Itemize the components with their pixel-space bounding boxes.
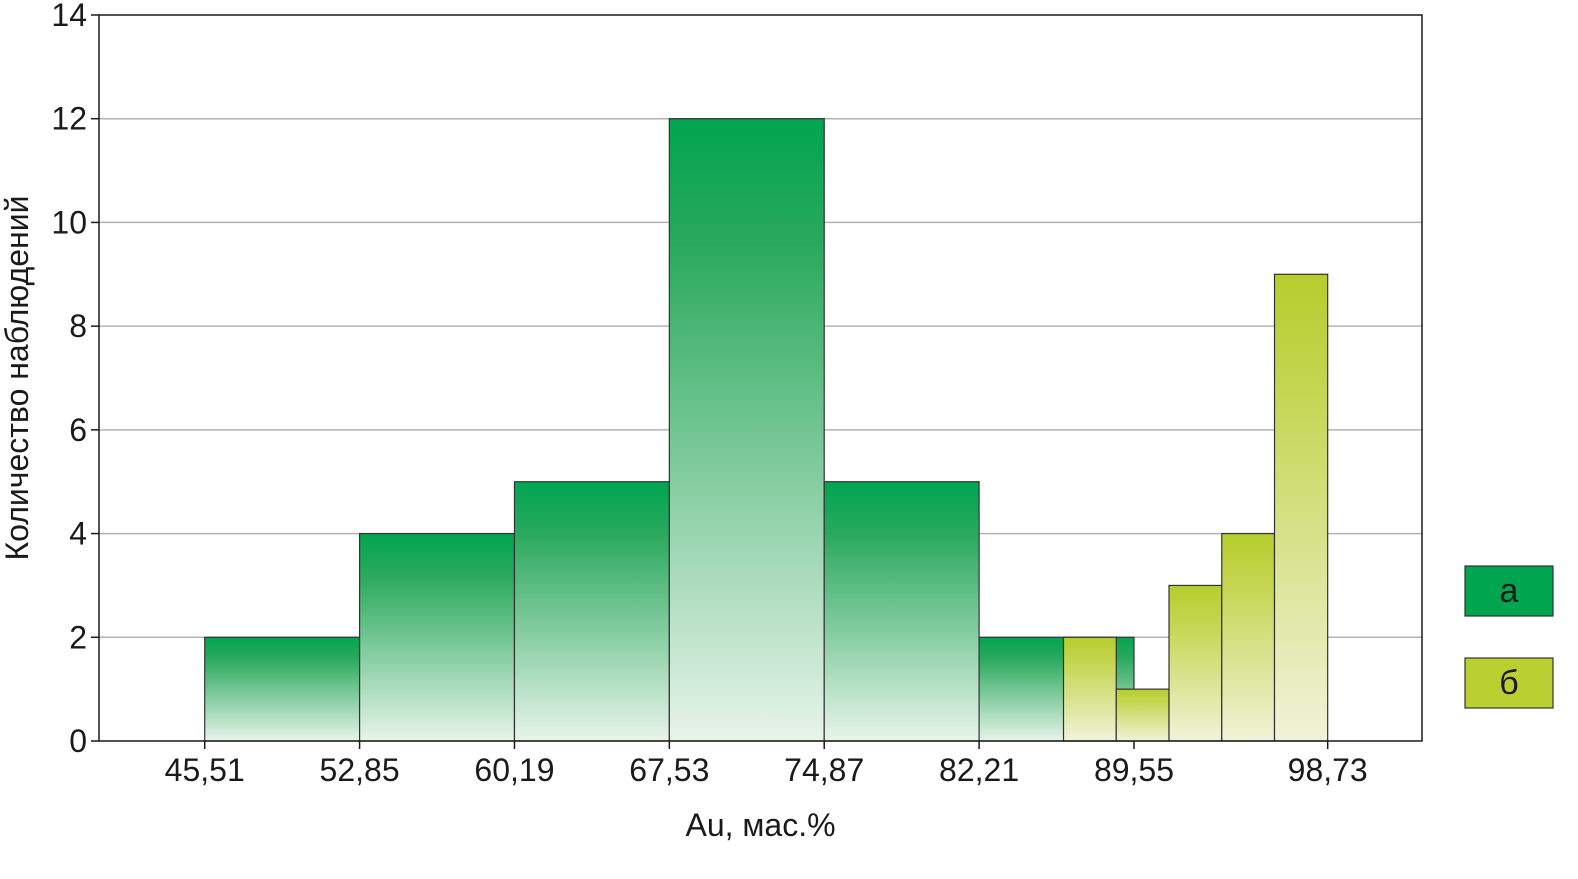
legend-label: а [1500, 572, 1519, 610]
histogram-bar [204, 636, 361, 742]
series-a-bars [204, 118, 1135, 742]
x-tick-label: 60,19 [474, 752, 554, 788]
x-axis-label: Au, мас.% [685, 807, 835, 843]
legend-swatch [1464, 657, 1554, 709]
histogram-bar [1168, 584, 1223, 742]
x-tick-label: 45,51 [165, 752, 245, 788]
histogram-bar [1221, 532, 1276, 742]
histogram-bar [1273, 273, 1329, 742]
y-tick-label: 2 [69, 619, 87, 655]
y-tick-label: 0 [69, 723, 87, 759]
y-tick-label: 8 [69, 308, 87, 344]
histogram-bar [358, 532, 516, 742]
legend-swatch [1464, 565, 1554, 617]
x-axis-ticks: 45,51 52,85 60,19 67,53 74,87 82,21 89,55 98,73 [165, 741, 1368, 788]
histogram-bar [823, 481, 980, 742]
histogram-bar [1115, 688, 1170, 742]
y-tick-label: 10 [51, 204, 87, 240]
x-tick-label: 67,53 [629, 752, 709, 788]
y-tick-label: 4 [69, 516, 87, 552]
histogram-bar [1062, 636, 1117, 742]
x-tick-label: 98,73 [1288, 752, 1368, 788]
x-tick-label: 89,55 [1094, 752, 1174, 788]
histogram-bar [668, 118, 825, 742]
legend: аб [1464, 565, 1554, 709]
series-b-bars [1062, 273, 1329, 742]
x-tick-label: 82,21 [939, 752, 1019, 788]
legend-label: б [1499, 664, 1518, 702]
y-tick-label: 6 [69, 412, 87, 448]
y-tick-label: 14 [51, 0, 87, 33]
y-axis-label: Количество наблюдений [0, 196, 35, 561]
x-tick-label: 52,85 [320, 752, 400, 788]
histogram-bar [513, 481, 670, 742]
plot-frame [98, 14, 1423, 742]
y-tick-label: 12 [51, 101, 87, 137]
y-axis-ticks: 0 2 4 6 8 10 12 14 [51, 0, 99, 759]
x-tick-label: 74,87 [784, 752, 864, 788]
